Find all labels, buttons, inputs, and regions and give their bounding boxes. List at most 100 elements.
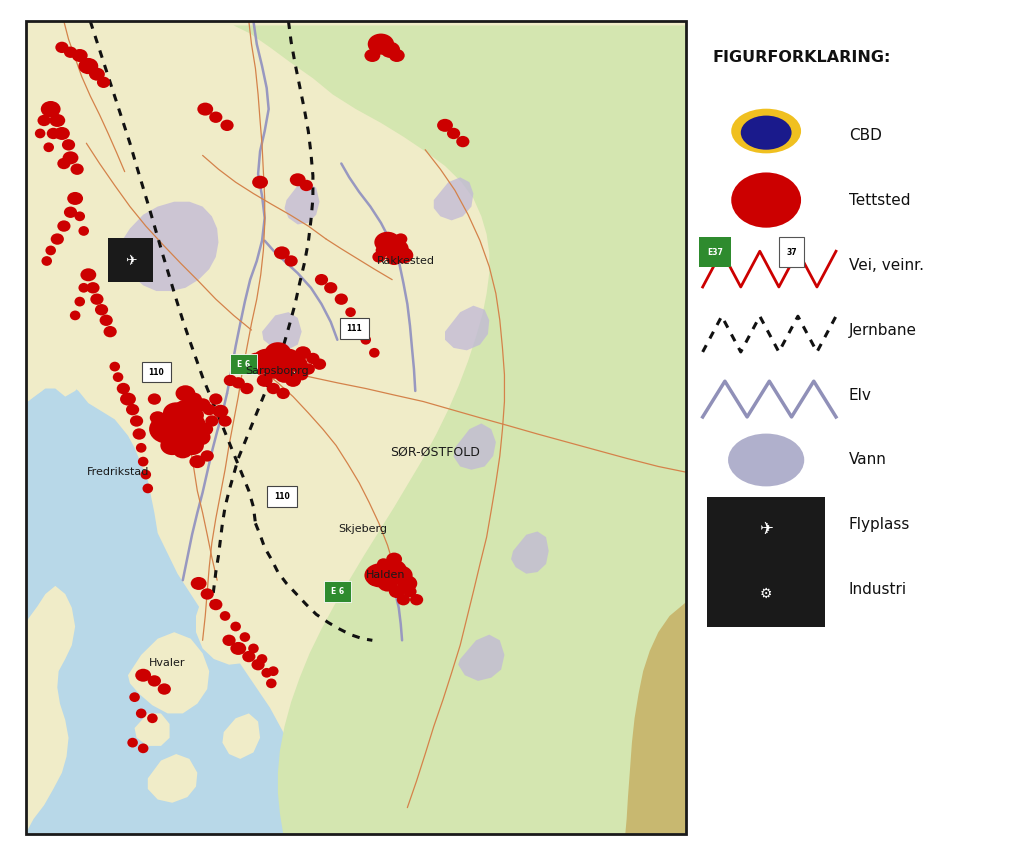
Ellipse shape	[274, 367, 295, 383]
Polygon shape	[511, 532, 549, 574]
Ellipse shape	[205, 416, 218, 427]
Ellipse shape	[740, 115, 792, 150]
Text: Rakkested: Rakkested	[377, 256, 434, 266]
Polygon shape	[117, 202, 218, 291]
Ellipse shape	[158, 683, 171, 695]
Ellipse shape	[375, 232, 400, 253]
Ellipse shape	[198, 422, 213, 436]
Ellipse shape	[368, 33, 394, 55]
Ellipse shape	[186, 392, 202, 405]
FancyBboxPatch shape	[325, 581, 350, 602]
Ellipse shape	[79, 283, 89, 292]
Polygon shape	[454, 423, 496, 469]
Text: FIGURFORKLARING:: FIGURFORKLARING:	[713, 50, 891, 65]
FancyBboxPatch shape	[699, 237, 731, 268]
Ellipse shape	[68, 192, 83, 205]
Ellipse shape	[90, 293, 103, 305]
Text: Elv: Elv	[849, 387, 871, 403]
Ellipse shape	[43, 143, 54, 152]
Ellipse shape	[264, 342, 291, 363]
Ellipse shape	[222, 634, 236, 646]
Ellipse shape	[268, 666, 279, 676]
FancyBboxPatch shape	[141, 363, 171, 382]
Ellipse shape	[266, 679, 276, 688]
Polygon shape	[434, 177, 473, 221]
Ellipse shape	[99, 315, 113, 326]
Polygon shape	[607, 602, 686, 834]
Ellipse shape	[380, 42, 400, 58]
Ellipse shape	[295, 369, 308, 380]
Ellipse shape	[86, 282, 99, 293]
FancyBboxPatch shape	[109, 239, 153, 282]
Text: E 6: E 6	[237, 360, 250, 369]
Ellipse shape	[55, 42, 69, 53]
Ellipse shape	[230, 622, 241, 631]
Ellipse shape	[378, 575, 397, 592]
Ellipse shape	[315, 274, 328, 286]
Ellipse shape	[173, 400, 198, 420]
Ellipse shape	[386, 252, 402, 265]
Ellipse shape	[127, 738, 138, 747]
Ellipse shape	[155, 426, 168, 437]
Polygon shape	[196, 559, 282, 664]
Ellipse shape	[389, 585, 404, 598]
Ellipse shape	[72, 49, 88, 62]
Ellipse shape	[218, 416, 231, 427]
Ellipse shape	[257, 654, 267, 663]
FancyBboxPatch shape	[230, 354, 257, 374]
Ellipse shape	[57, 158, 71, 169]
Text: CBD: CBD	[849, 127, 882, 143]
Ellipse shape	[89, 68, 104, 80]
Ellipse shape	[113, 372, 123, 382]
Ellipse shape	[365, 49, 380, 62]
Ellipse shape	[731, 173, 801, 227]
Ellipse shape	[209, 598, 222, 610]
Ellipse shape	[252, 176, 268, 189]
Text: Skjeberg: Skjeberg	[338, 524, 387, 534]
Ellipse shape	[376, 244, 391, 257]
Polygon shape	[458, 634, 505, 681]
FancyBboxPatch shape	[779, 237, 804, 268]
Polygon shape	[203, 26, 686, 834]
Ellipse shape	[373, 251, 386, 262]
Ellipse shape	[266, 383, 280, 394]
Polygon shape	[262, 312, 302, 351]
Ellipse shape	[377, 558, 390, 569]
Text: 110: 110	[148, 368, 164, 377]
Ellipse shape	[198, 103, 213, 115]
Polygon shape	[222, 713, 260, 759]
Ellipse shape	[45, 245, 56, 256]
Ellipse shape	[223, 374, 237, 386]
Ellipse shape	[103, 326, 117, 338]
Text: E37: E37	[708, 248, 723, 256]
Ellipse shape	[731, 109, 801, 153]
Ellipse shape	[276, 387, 290, 399]
Ellipse shape	[120, 392, 136, 405]
Ellipse shape	[369, 348, 380, 357]
Ellipse shape	[79, 226, 89, 236]
Ellipse shape	[163, 403, 189, 423]
Ellipse shape	[365, 563, 397, 587]
Text: E 6: E 6	[331, 587, 344, 596]
Ellipse shape	[209, 111, 222, 123]
Ellipse shape	[263, 359, 287, 379]
Ellipse shape	[161, 436, 184, 455]
Ellipse shape	[352, 321, 362, 331]
Ellipse shape	[57, 221, 71, 232]
Ellipse shape	[728, 433, 804, 486]
Ellipse shape	[285, 374, 301, 386]
Ellipse shape	[184, 407, 204, 423]
Ellipse shape	[195, 398, 211, 411]
Ellipse shape	[49, 114, 66, 127]
Ellipse shape	[110, 362, 120, 371]
Ellipse shape	[81, 268, 96, 281]
Text: Tettsted: Tettsted	[849, 192, 910, 208]
Ellipse shape	[220, 120, 233, 131]
Ellipse shape	[243, 651, 255, 663]
Ellipse shape	[274, 246, 290, 259]
Ellipse shape	[386, 552, 402, 566]
Ellipse shape	[173, 442, 193, 458]
FancyBboxPatch shape	[267, 486, 297, 507]
Ellipse shape	[150, 415, 186, 444]
Ellipse shape	[389, 566, 413, 585]
